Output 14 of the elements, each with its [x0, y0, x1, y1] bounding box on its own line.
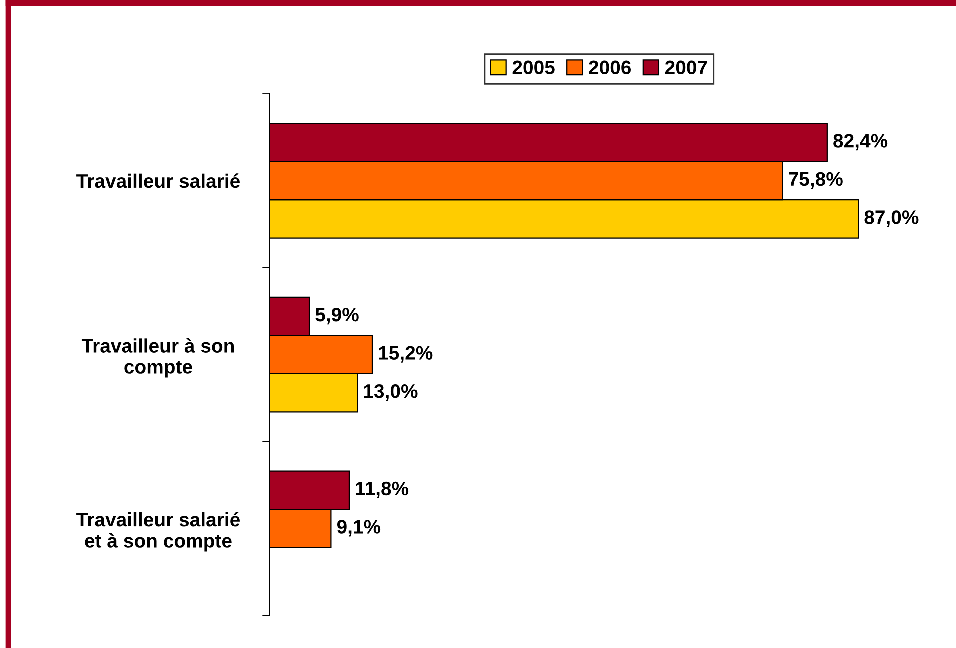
legend-label: 2007 [665, 60, 708, 75]
legend-label: 2005 [512, 60, 555, 75]
data-label: 9,1% [337, 520, 381, 537]
data-label: 87,0% [864, 210, 919, 228]
legend-label: 2006 [589, 60, 632, 75]
y-tick-label: Travailleur salarié et à son compte [76, 512, 240, 552]
data-label: 75,8% [789, 172, 843, 189]
y-tick-label: Travailleur salarié [76, 174, 240, 188]
data-label: 15,2% [379, 346, 433, 363]
data-label: 5,9% [316, 308, 359, 325]
data-label: 13,0% [364, 384, 418, 402]
data-label: 82,4% [834, 134, 888, 151]
y-tick-label: Travailleur à son compte [82, 338, 234, 378]
data-label: 11,8% [356, 482, 409, 498]
